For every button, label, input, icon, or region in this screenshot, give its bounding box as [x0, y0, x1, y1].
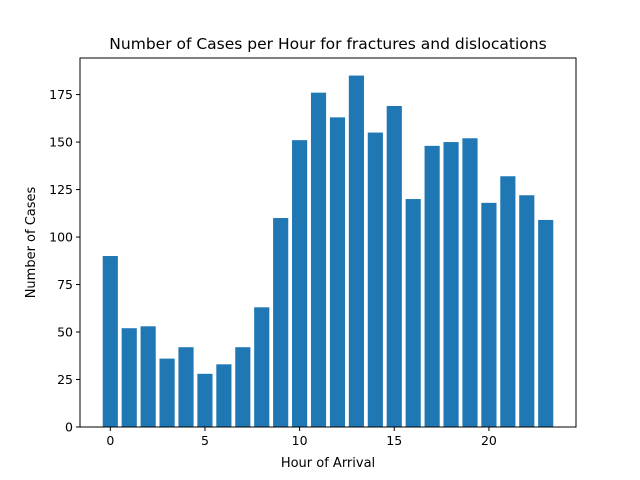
plot-frame [79, 57, 577, 428]
y-tick-label: 125 [49, 182, 73, 197]
bar-hour-11 [310, 92, 327, 428]
bar-hour-8 [254, 307, 270, 427]
y-tick-label: 150 [49, 135, 73, 150]
bar-hour-17 [424, 145, 440, 428]
x-tick-label: 0 [106, 433, 114, 448]
bar-hour-12 [329, 117, 346, 428]
bar-hour-19 [462, 138, 478, 427]
bar-hour-4 [178, 347, 194, 427]
y-tick-label: 0 [65, 420, 73, 435]
x-tick-label: 20 [481, 433, 497, 448]
y-tick-label: 75 [57, 277, 73, 292]
bar-hour-13 [348, 75, 364, 427]
bar-hour-2 [140, 326, 156, 427]
y-axis-label: Number of Cases [24, 186, 39, 298]
bar-hour-0 [102, 256, 118, 427]
x-tick-label: 5 [201, 433, 209, 448]
y-tick-label: 175 [49, 87, 73, 102]
bar-hour-16 [405, 199, 421, 427]
chart-title: Number of Cases per Hour for fractures a… [109, 35, 546, 53]
bar-hour-23 [538, 219, 554, 427]
x-axis-ticks: 0 5 10 15 20 [106, 427, 497, 448]
bar-hour-9 [273, 218, 289, 427]
y-tick-label: 50 [57, 325, 73, 340]
bar-hour-15 [386, 105, 402, 427]
bar-hour-6 [216, 364, 232, 427]
bars-group [102, 75, 554, 428]
bar-hour-20 [481, 202, 497, 427]
bar-hour-21 [500, 176, 516, 427]
bar-hour-7 [235, 347, 251, 427]
bar-hour-14 [367, 132, 383, 427]
x-axis-label: Hour of Arrival [281, 456, 375, 471]
bar-hour-22 [519, 195, 535, 427]
bar-hour-10 [292, 140, 308, 427]
bar-hour-1 [121, 328, 137, 427]
x-tick-label: 15 [386, 433, 402, 448]
bar-hour-5 [197, 373, 213, 427]
bar-hour-18 [443, 142, 459, 427]
y-axis-ticks: 0 25 50 75 100 125 150 175 [49, 87, 80, 435]
bar-hour-3 [159, 358, 175, 427]
x-tick-label: 10 [292, 433, 308, 448]
y-tick-label: 100 [49, 230, 73, 245]
y-tick-label: 25 [57, 372, 73, 387]
